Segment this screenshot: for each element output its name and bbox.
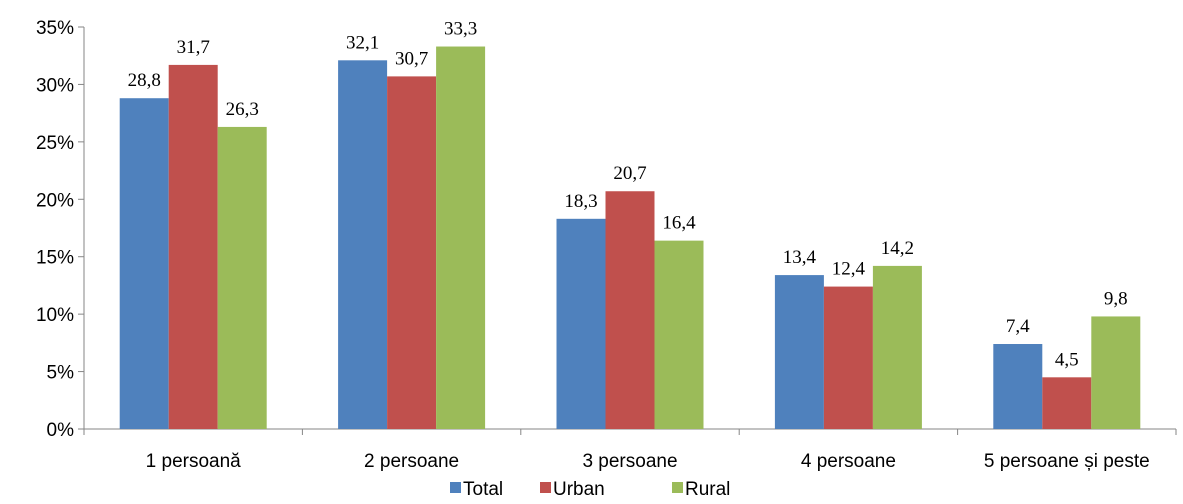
bar-rural [872, 265, 922, 429]
legend-swatch-urban [540, 482, 551, 493]
bar-rural [1091, 316, 1141, 429]
data-label: 7,4 [1006, 316, 1030, 337]
data-label: 18,3 [564, 191, 597, 212]
data-label: 28,8 [128, 70, 161, 91]
data-label: 31,7 [177, 37, 210, 58]
data-label: 30,7 [395, 48, 428, 69]
y-tick-label: 35% [36, 18, 74, 39]
data-label: 16,4 [662, 213, 696, 234]
category-label: 2 persoane [364, 451, 459, 472]
y-tick-label: 10% [36, 305, 74, 326]
bar-urban [605, 191, 655, 429]
bar-total [993, 344, 1043, 429]
data-label: 12,4 [832, 259, 866, 280]
data-label: 13,4 [783, 247, 817, 268]
y-axis: 0% 5% 10% 15% 20% 25% 30% 35% [36, 18, 85, 441]
x-axis: 1 persoană 2 persoane 3 persoane 4 persoane… [83, 428, 1177, 472]
legend-swatch-rural [672, 482, 683, 493]
legend: Total Urban Rural [450, 479, 730, 500]
data-label: 20,7 [613, 163, 646, 184]
legend-label: Urban [553, 479, 605, 500]
y-tick-label: 25% [36, 133, 74, 154]
data-label: 32,1 [346, 32, 379, 53]
bar-urban [387, 76, 437, 429]
bars [119, 46, 1141, 430]
legend-label: Rural [685, 479, 730, 500]
y-tick-label: 30% [36, 75, 74, 96]
legend-swatch-total [450, 482, 461, 493]
y-tick-label: 5% [47, 363, 75, 384]
data-labels: 28,8 31,7 26,3 32,1 30,7 33,3 18,3 20,7 16,4 13,4… [128, 19, 1128, 371]
y-tick-label: 15% [36, 248, 74, 269]
category-label: 4 persoane [801, 451, 896, 472]
bar-rural [436, 46, 486, 429]
category-label: 5 persoane și peste [984, 451, 1150, 472]
bar-urban [168, 64, 218, 429]
legend-label: Total [463, 479, 503, 500]
y-tick-label: 0% [47, 420, 75, 441]
data-label: 14,2 [881, 238, 914, 259]
category-label: 1 persoană [146, 451, 242, 472]
y-tick-label: 20% [36, 190, 74, 211]
data-label: 4,5 [1055, 349, 1079, 370]
data-label: 9,8 [1104, 288, 1128, 309]
bar-total [774, 275, 824, 429]
bar-total [556, 218, 606, 429]
bar-urban [1042, 377, 1092, 429]
data-label: 33,3 [444, 19, 477, 40]
bar-rural [654, 240, 704, 429]
bar-urban [823, 286, 873, 429]
data-label: 26,3 [226, 99, 259, 120]
bar-total [338, 60, 388, 430]
bar-total [119, 98, 169, 429]
category-label: 3 persoane [582, 451, 677, 472]
bar-rural [217, 126, 267, 429]
